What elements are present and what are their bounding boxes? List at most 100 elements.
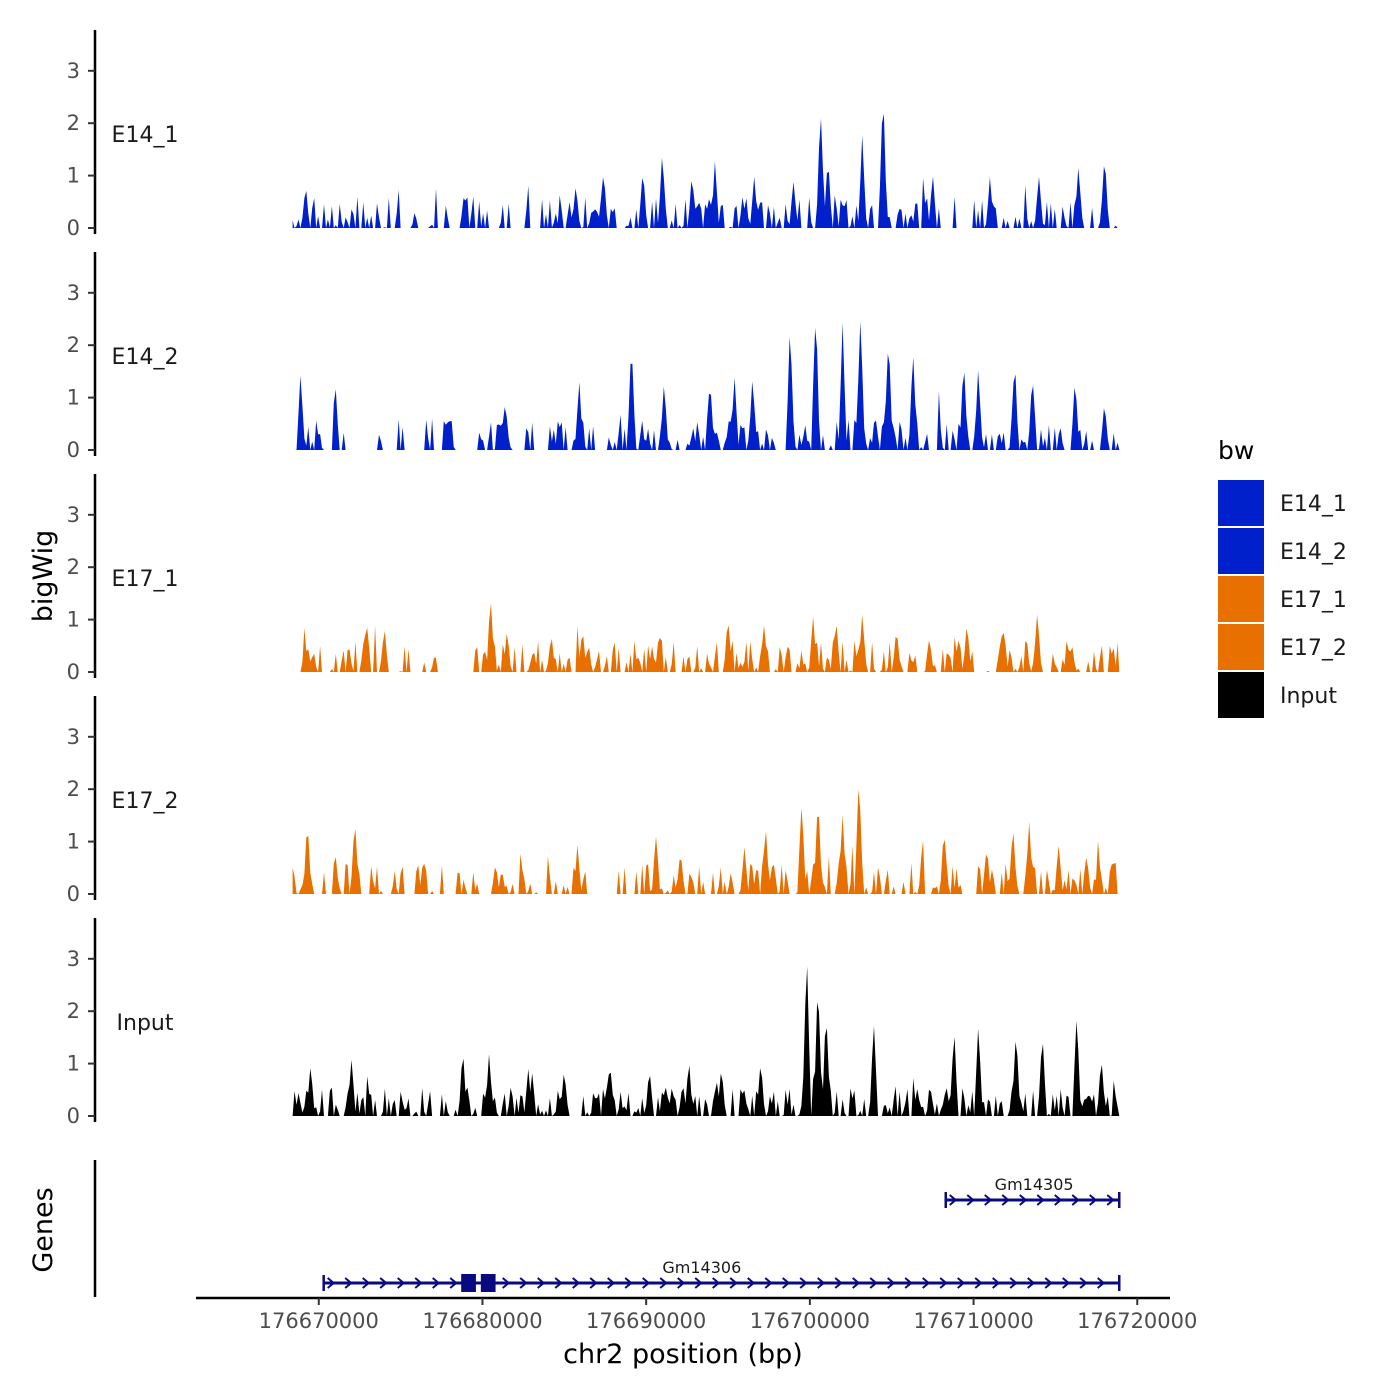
strand-arrow	[1009, 1277, 1018, 1289]
strand-arrow	[432, 1277, 441, 1289]
strand-arrow	[1062, 1277, 1071, 1289]
strand-arrow	[887, 1277, 896, 1289]
y-tick-label: 0	[67, 216, 80, 240]
legend-swatch	[1218, 528, 1264, 574]
legend-label: E14_2	[1280, 540, 1347, 565]
strand-arrow	[1106, 1194, 1115, 1206]
signal-area	[292, 321, 1120, 450]
strand-arrow	[554, 1277, 563, 1289]
strand-arrow	[624, 1277, 633, 1289]
x-tick-label: 176680000	[422, 1309, 542, 1333]
y-tick-label: 3	[67, 281, 80, 305]
strand-arrow	[589, 1277, 598, 1289]
strand-arrow	[1019, 1194, 1028, 1206]
signal-area	[292, 789, 1120, 894]
y-tick-label: 3	[67, 503, 80, 527]
x-tick-label: 176690000	[586, 1309, 706, 1333]
legend-swatch	[1218, 672, 1264, 718]
y-tick-label: 2	[67, 333, 80, 357]
strand-arrow	[834, 1277, 843, 1289]
strand-arrow	[1044, 1277, 1053, 1289]
strand-arrow	[1089, 1194, 1098, 1206]
exon	[461, 1274, 476, 1292]
legend-title: bw	[1218, 436, 1254, 465]
strand-arrow	[966, 1194, 975, 1206]
exon	[480, 1274, 496, 1292]
strand-arrow	[1027, 1277, 1036, 1289]
y-tick-label: 1	[67, 164, 80, 188]
strand-arrow	[344, 1277, 353, 1289]
signal-area	[292, 603, 1120, 672]
strand-arrow	[922, 1277, 931, 1289]
y-axis-title: bigWig	[28, 530, 59, 623]
strand-arrow	[782, 1277, 791, 1289]
strand-arrow	[502, 1277, 511, 1289]
strand-arrow	[694, 1277, 703, 1289]
gene: Gm14305	[944, 1175, 1121, 1208]
strand-arrow	[729, 1277, 738, 1289]
strand-arrow	[362, 1277, 371, 1289]
track-panel: 0 1 2 3 E14_1	[67, 30, 1120, 240]
y-tick-label: 3	[67, 59, 80, 83]
strand-arrow	[957, 1277, 966, 1289]
legend-swatch	[1218, 624, 1264, 670]
strand-arrow	[414, 1277, 423, 1289]
x-tick-label: 176670000	[259, 1309, 379, 1333]
signal-area	[292, 966, 1120, 1116]
strand-arrow	[379, 1277, 388, 1289]
y-tick-label: 3	[67, 725, 80, 749]
y-tick-label: 0	[67, 882, 80, 906]
x-tick-label: 176710000	[913, 1309, 1033, 1333]
signal-area	[292, 113, 1120, 228]
y-tick-label: 3	[67, 947, 80, 971]
gene-axis-title: Genes	[28, 1187, 59, 1272]
strand-arrow	[327, 1277, 336, 1289]
strand-arrow	[984, 1194, 993, 1206]
track-panel: 0 1 2 3 E14_2	[67, 252, 1120, 462]
legend-label: E17_2	[1280, 636, 1347, 661]
strand-arrow	[607, 1277, 616, 1289]
track-panel: 0 1 2 3 E17_2	[67, 696, 1120, 906]
y-tick-label: 0	[67, 660, 80, 684]
strand-arrow	[799, 1277, 808, 1289]
strand-arrow	[817, 1277, 826, 1289]
gene-track: Gm14306 Gm14305	[93, 1160, 1121, 1297]
y-tick-label: 1	[67, 1052, 80, 1076]
y-tick-label: 1	[67, 386, 80, 410]
gene: Gm14306	[322, 1258, 1121, 1292]
legend-label: Input	[1280, 684, 1337, 709]
y-tick-label: 2	[67, 555, 80, 579]
strand-arrow	[992, 1277, 1001, 1289]
strand-arrow	[949, 1194, 958, 1206]
strand-arrow	[1079, 1277, 1088, 1289]
track-label: E14_1	[112, 123, 179, 148]
legend: bw E14_1 E14_2 E17_1 E17_2 Input	[1218, 436, 1347, 718]
y-tick-label: 0	[67, 438, 80, 462]
y-tick-label: 0	[67, 1104, 80, 1128]
strand-arrow	[1054, 1194, 1063, 1206]
strand-arrow	[1071, 1194, 1080, 1206]
strand-arrow	[537, 1277, 546, 1289]
strand-arrow	[904, 1277, 913, 1289]
strand-arrow	[747, 1277, 756, 1289]
track-label: Input	[117, 1011, 174, 1036]
strand-arrow	[572, 1277, 581, 1289]
y-tick-label: 2	[67, 111, 80, 135]
strand-arrow	[449, 1277, 458, 1289]
y-tick-label: 2	[67, 999, 80, 1023]
legend-swatch	[1218, 576, 1264, 622]
strand-arrow	[712, 1277, 721, 1289]
strand-arrow	[939, 1277, 948, 1289]
y-tick-label: 1	[67, 830, 80, 854]
strand-arrow	[659, 1277, 668, 1289]
strand-arrow	[852, 1277, 861, 1289]
strand-arrow	[764, 1277, 773, 1289]
strand-arrow	[869, 1277, 878, 1289]
strand-arrow	[1001, 1194, 1010, 1206]
track-label: E14_2	[112, 345, 179, 370]
track-label: E17_1	[112, 567, 179, 592]
y-tick-label: 2	[67, 777, 80, 801]
y-tick-label: 1	[67, 608, 80, 632]
strand-arrow	[1097, 1277, 1106, 1289]
